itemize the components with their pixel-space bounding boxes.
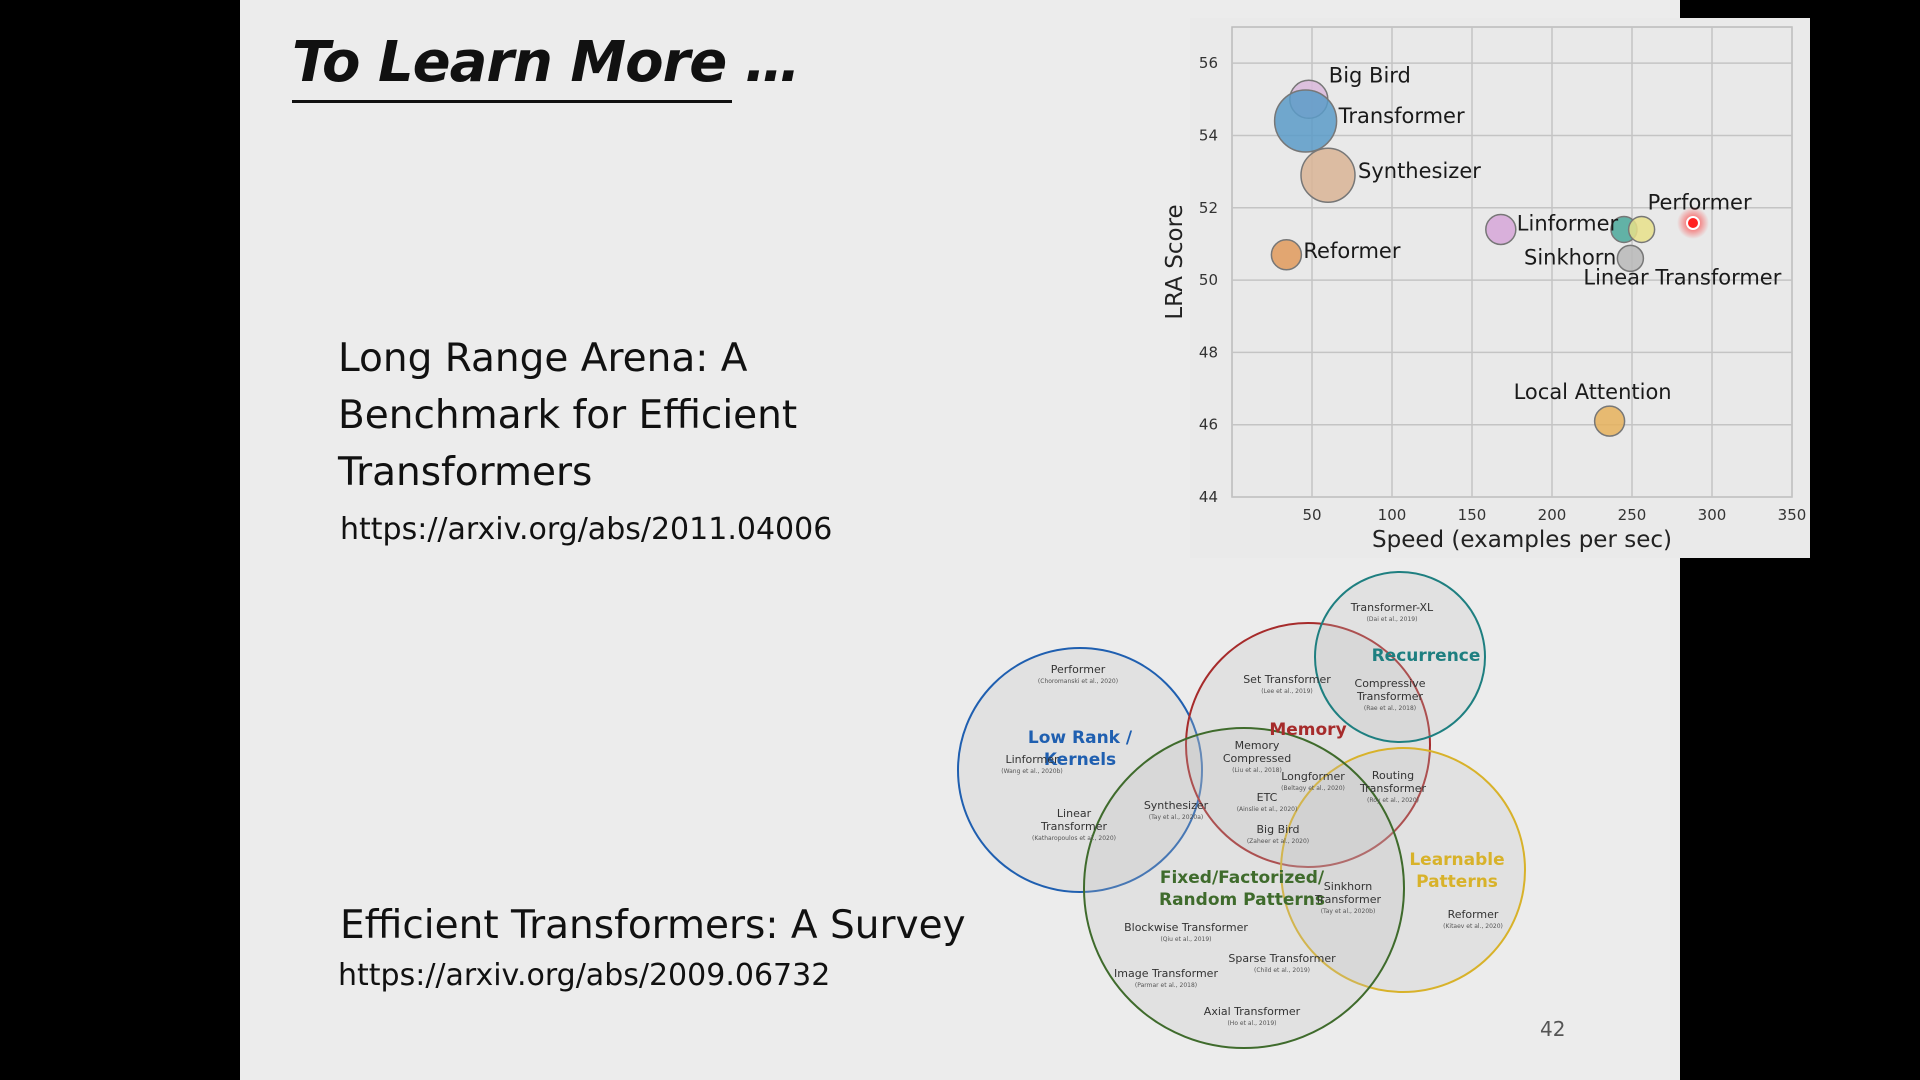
data-point-label: Big Bird: [1329, 63, 1411, 87]
venn-model-citation: (Liu et al., 2018): [1232, 767, 1282, 774]
venn-circle-memory: [1185, 622, 1431, 868]
venn-model-citation: (Choromanski et al., 2020): [1038, 678, 1118, 685]
x-tick-label: 200: [1538, 506, 1567, 524]
venn-model-label: Sinkhorn Transformer: [1314, 880, 1381, 906]
data-point: [1593, 405, 1626, 437]
venn-model-label: Axial Transformer: [1204, 1005, 1301, 1018]
paper-link-lra[interactable]: https://arxiv.org/abs/2011.04006: [340, 512, 833, 547]
venn-model-citation: (Wang et al., 2020b): [1001, 768, 1063, 775]
venn-model-label: Blockwise Transformer: [1124, 921, 1248, 934]
data-point-label: Synthesizer: [1358, 159, 1481, 183]
venn-group-label: Memory: [1269, 720, 1346, 740]
data-point: [1616, 244, 1645, 273]
data-point: [1270, 239, 1303, 271]
x-axis-label: Speed (examples per sec): [1372, 527, 1672, 553]
venn-model-label: Performer: [1051, 663, 1106, 676]
paper-title-survey: Efficient Transformers: A Survey: [340, 903, 966, 948]
x-tick-label: 300: [1698, 506, 1727, 524]
data-point: [1300, 147, 1356, 203]
y-tick-label: 48: [1199, 343, 1218, 361]
slide-title: To Learn More …: [292, 30, 801, 95]
venn-model-citation: (Beltagy et al., 2020): [1281, 785, 1345, 792]
data-point-label: Sinkhorn: [1524, 245, 1616, 269]
venn-group-label: Learnable Patterns: [1409, 850, 1504, 892]
venn-model-label: Linear Transformer: [1040, 807, 1107, 833]
venn-model-citation: (Lee et al., 2019): [1261, 688, 1313, 695]
data-point-label: Local Attention: [1514, 380, 1672, 404]
x-tick-label: 50: [1302, 506, 1321, 524]
venn-model-label: Longformer: [1281, 770, 1345, 783]
venn-model-citation: (Kitaev et al., 2020): [1443, 923, 1503, 930]
y-tick-label: 56: [1199, 54, 1218, 72]
venn-group-label: Low Rank / Kernels: [1028, 728, 1133, 770]
venn-model-citation: (Roy et al., 2020): [1367, 797, 1419, 804]
data-point-label: Linformer: [1517, 211, 1619, 235]
page-number: 42: [1540, 1017, 1566, 1041]
paper-link-survey[interactable]: https://arxiv.org/abs/2009.06732: [338, 958, 831, 993]
y-tick-label: 50: [1199, 271, 1218, 289]
venn-model-label: Linformer: [1005, 753, 1059, 766]
y-tick-label: 54: [1199, 126, 1218, 144]
data-point-label: Linear Transformer: [1583, 265, 1781, 289]
venn-model-label: ETC: [1257, 791, 1278, 804]
efficient-transformers-venn-diagram: Low Rank / Kernels Memory Recurrence Learnab…: [957, 571, 1526, 1049]
venn-circle-recurrence: [1314, 571, 1486, 743]
venn-model-label: Synthesizer: [1144, 799, 1209, 812]
y-tick-label: 52: [1199, 199, 1218, 217]
data-point: [1485, 213, 1517, 246]
y-tick-label: 46: [1199, 416, 1218, 434]
venn-model-citation: (Qiu et al., 2019): [1160, 936, 1211, 943]
venn-model-citation: (Ainslie et al., 2020): [1237, 806, 1298, 813]
x-tick-label: 150: [1458, 506, 1487, 524]
laser-pointer: [1686, 216, 1700, 230]
venn-model-label: Memory Compressed: [1223, 739, 1291, 765]
venn-model-label: Compressive Transformer: [1355, 677, 1426, 703]
paper-title-lra: Long Range Arena: A Benchmark for Effici…: [338, 336, 798, 495]
venn-model-label: Sparse Transformer: [1228, 952, 1336, 965]
venn-group-label: Fixed/Factorized/Random Patterns: [1159, 868, 1325, 910]
x-tick-label: 250: [1618, 506, 1647, 524]
venn-model-citation: (Zaheer et al., 2020): [1247, 838, 1309, 845]
data-point: [1273, 89, 1338, 153]
venn-model-citation: (Ho et al., 2019): [1227, 1020, 1276, 1027]
venn-circle-fixed: [1083, 727, 1405, 1049]
slide: To Learn More … Long Range Arena: A Benc…: [240, 0, 1810, 1080]
venn-model-citation: (Tay et al., 2020a): [1149, 814, 1203, 821]
venn-group-label: Recurrence: [1372, 646, 1481, 666]
venn-model-label: Image Transformer: [1114, 967, 1218, 980]
y-axis-label: LRA Score: [1162, 204, 1188, 319]
venn-model-citation: (Parmar et al., 2018): [1135, 982, 1197, 989]
venn-model-citation: (Tay et al., 2020b): [1321, 908, 1376, 915]
venn-model-label: Set Transformer: [1243, 673, 1331, 686]
venn-circle-low-rank: [957, 647, 1203, 893]
x-tick-label: 350: [1778, 506, 1807, 524]
venn-model-citation: (Rae et al., 2018): [1364, 705, 1416, 712]
venn-model-citation: (Child et al., 2019): [1254, 967, 1310, 974]
data-point: [1627, 215, 1656, 244]
data-point-label: Transformer: [1338, 104, 1465, 128]
venn-model-label: Routing Transformer: [1359, 769, 1426, 795]
x-tick-label: 100: [1378, 506, 1407, 524]
title-underline: [292, 100, 732, 103]
venn-model-label: Transformer-XL: [1350, 601, 1434, 614]
venn-model-label: Reformer: [1448, 908, 1499, 921]
lra-scatter-chart: 50 100 150 200 250 300 350 44 46 48 50 52 54 56 Speed …: [1162, 18, 1810, 558]
data-point-label: Reformer: [1303, 239, 1400, 263]
venn-model-citation: (Katharopoulos et al., 2020): [1032, 835, 1116, 842]
venn-model-citation: (Dai et al., 2019): [1367, 616, 1418, 623]
venn-model-label: Big Bird: [1257, 823, 1300, 836]
y-tick-label: 44: [1199, 488, 1218, 506]
